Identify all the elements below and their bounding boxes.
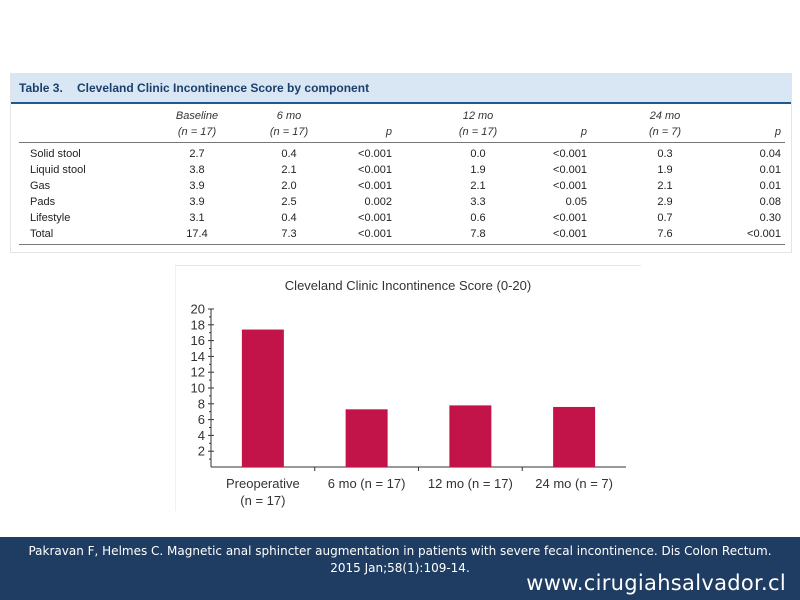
table-cell: <0.001 (358, 148, 392, 160)
table-cell: <0.001 (358, 228, 392, 240)
column-header-sub: p (580, 126, 587, 138)
footer-bar: Pakravan F, Helmes C. Magnetic anal sphi… (0, 537, 800, 600)
header-divider (19, 142, 785, 143)
y-tick-label: 20 (191, 302, 205, 317)
row-label: Liquid stool (30, 164, 86, 176)
table-cell: 7.6 (657, 228, 673, 240)
citation: Pakravan F, Helmes C. Magnetic anal sphi… (0, 543, 800, 577)
table-number: Table 3. (19, 81, 63, 95)
table-cell: 2.1 (281, 164, 297, 176)
row-label: Gas (30, 180, 51, 192)
table-cell: 0.08 (759, 196, 781, 208)
x-category-label: 12 mo (n = 17) (428, 476, 513, 491)
y-tick-label: 10 (191, 381, 205, 396)
table-cell: <0.001 (553, 228, 587, 240)
table-title: Cleveland Clinic Incontinence Score by c… (77, 81, 370, 95)
table-cell: 3.8 (189, 164, 205, 176)
citation-line-2: 2015 Jan;58(1):109-14. (330, 561, 470, 575)
table-cell: 0.05 (565, 196, 587, 208)
table-cell: 7.8 (470, 228, 486, 240)
column-header-sub: p (385, 126, 392, 138)
table-cell: 3.3 (470, 196, 486, 208)
bar (345, 409, 388, 467)
table-cell: 0.4 (281, 212, 297, 224)
table-cell: 0.7 (657, 212, 673, 224)
table-cell: <0.001 (553, 212, 587, 224)
website-link[interactable]: www.cirugiahsalvador.cl (526, 571, 786, 595)
bar (241, 329, 284, 467)
x-category-label: 24 mo (n = 7) (535, 476, 613, 491)
y-tick-label: 6 (198, 412, 205, 427)
column-header-sub: (n = 17) (177, 126, 217, 138)
column-header-sub: (n = 17) (269, 126, 309, 138)
y-tick-label: 12 (191, 365, 205, 380)
table-cell: 0.01 (759, 164, 781, 176)
table-bottom-rule (19, 244, 785, 245)
table-cell: 0.0 (470, 148, 486, 160)
table-cell: <0.001 (358, 212, 392, 224)
table-cell: 3.9 (189, 196, 205, 208)
table-cell: 0.6 (470, 212, 486, 224)
table-cell: 1.9 (470, 164, 486, 176)
table-cell: 1.9 (657, 164, 673, 176)
table-cell: <0.001 (358, 164, 392, 176)
table-cell: 0.01 (759, 180, 781, 192)
column-header: Baseline (175, 110, 219, 122)
score-table: Table 3. Cleveland Clinic Incontinence S… (10, 73, 792, 253)
table-cell: 2.1 (470, 180, 486, 192)
y-tick-label: 18 (191, 317, 205, 332)
column-header-sub: (n = 17) (458, 126, 498, 138)
table-title-bar: Table 3. Cleveland Clinic Incontinence S… (11, 74, 791, 104)
table-cell: 0.04 (759, 148, 781, 160)
table-cell: 3.1 (189, 212, 205, 224)
column-header: 24 mo (649, 110, 681, 122)
table-cell: 2.0 (281, 180, 297, 192)
x-category-label: 6 mo (n = 17) (328, 476, 406, 491)
y-tick-label: 14 (191, 349, 205, 364)
table-cell: 0.3 (657, 148, 673, 160)
column-header: 12 mo (462, 110, 494, 122)
y-tick-label: 8 (198, 396, 205, 411)
table-cell: 2.1 (657, 180, 673, 192)
column-header: 6 mo (276, 110, 302, 122)
column-header-sub: p (774, 126, 781, 138)
table-cell: 0.30 (759, 212, 781, 224)
table-cell: <0.001 (747, 228, 781, 240)
y-tick-label: 4 (198, 428, 205, 443)
table-cell: 0.4 (281, 148, 297, 160)
bar-chart: Cleveland Clinic Incontinence Score (0-2… (175, 265, 641, 511)
chart-title: Cleveland Clinic Incontinence Score (0-2… (285, 278, 531, 293)
table-cell: 2.5 (281, 196, 297, 208)
table-cell: 17.4 (186, 228, 208, 240)
table-cell: <0.001 (358, 180, 392, 192)
row-label: Pads (30, 196, 56, 208)
table-cell: 0.002 (364, 196, 392, 208)
row-label: Solid stool (30, 148, 81, 160)
table-cell: 3.9 (189, 180, 205, 192)
bar (449, 405, 492, 467)
y-tick-label: 2 (198, 444, 205, 459)
table-cell: 7.3 (281, 228, 297, 240)
x-category-label: Preoperative (226, 476, 300, 491)
bar (553, 406, 596, 467)
table-cell: <0.001 (553, 180, 587, 192)
column-header-sub: (n = 7) (648, 126, 682, 138)
citation-line-1: Pakravan F, Helmes C. Magnetic anal sphi… (28, 544, 772, 558)
table-cell: 2.9 (657, 196, 673, 208)
y-tick-label: 16 (191, 333, 205, 348)
row-label: Lifestyle (30, 212, 71, 224)
x-category-sublabel: (n = 17) (240, 493, 285, 508)
bar-chart-svg: Cleveland Clinic Incontinence Score (0-2… (191, 278, 626, 508)
table-cell: 2.7 (189, 148, 205, 160)
table-cell: <0.001 (553, 148, 587, 160)
table-cell: <0.001 (553, 164, 587, 176)
row-label: Total (30, 228, 54, 240)
